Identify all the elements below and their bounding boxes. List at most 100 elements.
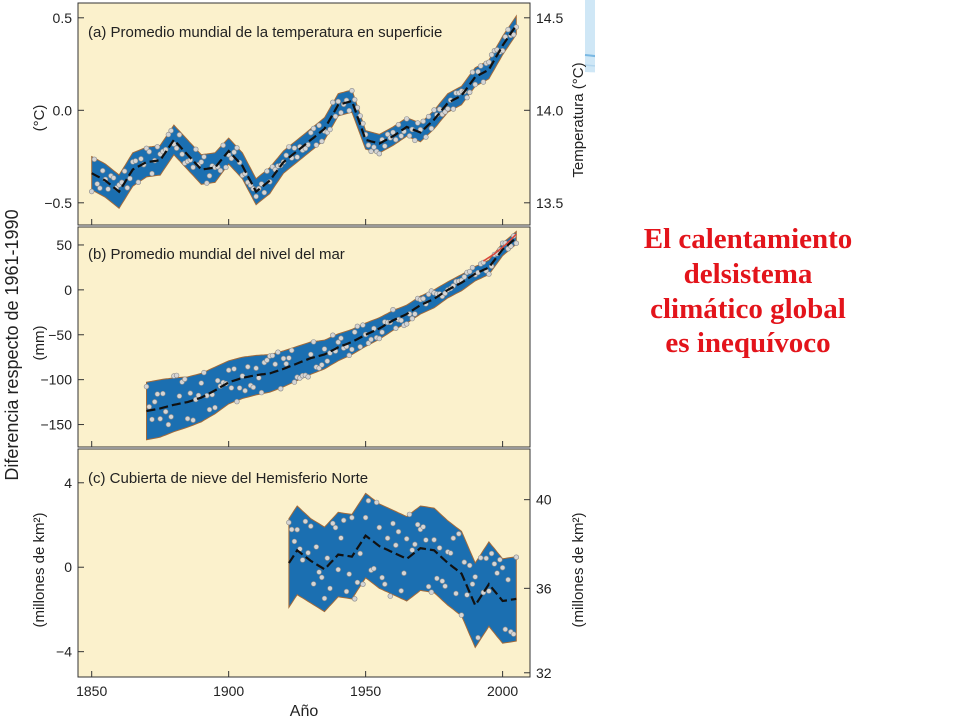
point-temperature — [105, 186, 111, 192]
xtick-label: 2000 — [487, 683, 518, 699]
panel-a-left-unit: (°C) — [31, 105, 48, 132]
point-temperature — [316, 122, 322, 129]
point-snow_cover — [434, 575, 440, 582]
point-snow_cover — [302, 518, 309, 525]
y-axis-label: Diferencia respecto de 1961-1990 — [2, 209, 22, 480]
point-sea_level — [393, 325, 399, 331]
point-snow_cover — [289, 526, 295, 533]
point-sea_level — [321, 346, 328, 352]
point-temperature — [420, 118, 426, 125]
point-sea_level — [272, 361, 278, 367]
point-temperature — [179, 151, 185, 157]
ytick-label-temperature: 0.5 — [53, 10, 73, 26]
point-temperature — [168, 128, 174, 134]
point-temperature — [234, 145, 240, 151]
point-sea_level — [305, 374, 311, 380]
point-sea_level — [245, 364, 251, 370]
point-snow_cover — [467, 562, 473, 569]
point-snow_cover — [453, 590, 459, 597]
point-temperature — [91, 156, 98, 163]
point-snow_cover — [423, 537, 429, 543]
point-sea_level — [212, 404, 218, 411]
point-snow_cover — [352, 596, 358, 602]
point-sea_level — [226, 367, 232, 373]
smoothed-line-snow_cover — [287, 534, 517, 608]
point-temperature — [173, 145, 180, 151]
point-snow_cover — [497, 556, 503, 563]
point-snow_cover — [335, 566, 341, 573]
point-temperature — [261, 189, 267, 196]
point-snow_cover — [401, 570, 407, 576]
point-snow_cover — [425, 583, 432, 590]
point-snow_cover — [406, 511, 413, 518]
point-temperature — [423, 134, 429, 140]
point-snow_cover — [483, 555, 489, 561]
point-temperature — [223, 164, 229, 171]
point-sea_level — [368, 336, 374, 343]
point-sea_level — [163, 409, 169, 415]
panel-c-right-label: (millones de km²) — [570, 512, 587, 627]
point-snow_cover — [398, 588, 404, 594]
point-sea_level — [184, 416, 191, 422]
point-temperature — [327, 126, 333, 133]
point-temperature — [472, 81, 478, 88]
point-snow_cover — [390, 520, 396, 527]
x-axis-label: Año — [290, 703, 319, 720]
point-temperature — [135, 179, 142, 185]
ytick-label-sea_level: 0 — [64, 282, 72, 298]
point-snow_cover — [321, 595, 328, 602]
point-sea_level — [352, 329, 358, 335]
point-sea_level — [231, 366, 237, 372]
point-temperature — [469, 69, 476, 75]
xtick-label: 1950 — [350, 683, 381, 699]
point-temperature — [404, 116, 410, 122]
point-snow_cover — [431, 537, 437, 543]
point-temperature — [467, 89, 473, 96]
point-snow_cover — [371, 565, 377, 572]
point-temperature — [302, 145, 309, 152]
point-snow_cover — [475, 634, 481, 641]
point-temperature — [228, 155, 235, 162]
point-sea_level — [269, 352, 276, 359]
point-temperature — [338, 109, 344, 116]
point-snow_cover — [486, 588, 492, 594]
right-tick-label-snow_cover: 36 — [536, 580, 552, 596]
point-sea_level — [467, 268, 473, 275]
point-temperature — [264, 168, 270, 174]
point-temperature — [428, 125, 435, 132]
point-temperature — [398, 133, 404, 139]
point-sea_level — [404, 321, 410, 327]
point-temperature — [165, 131, 172, 138]
panel-c-left-unit: (millones de km²) — [31, 512, 48, 627]
point-sea_level — [264, 357, 270, 363]
point-sea_level — [256, 375, 262, 381]
point-snow_cover — [313, 544, 319, 550]
point-sea_level — [250, 384, 257, 390]
point-temperature — [206, 173, 213, 179]
point-snow_cover — [464, 592, 470, 598]
point-temperature — [201, 154, 207, 160]
point-snow_cover — [360, 581, 366, 587]
point-temperature — [346, 107, 352, 114]
point-sea_level — [308, 351, 314, 358]
point-temperature — [371, 144, 377, 150]
ytick-label-snow_cover: 4 — [64, 475, 72, 491]
point-sea_level — [215, 377, 221, 384]
ytick-label-snow_cover: 0 — [64, 559, 72, 575]
panel-a-title: (a) Promedio mundial de la temperatura e… — [88, 24, 442, 41]
point-temperature — [330, 99, 336, 106]
point-sea_level — [160, 390, 166, 397]
point-snow_cover — [382, 581, 388, 587]
point-snow_cover — [357, 550, 363, 557]
point-temperature — [88, 188, 95, 195]
point-snow_cover — [478, 555, 484, 561]
point-sea_level — [228, 385, 235, 391]
point-temperature — [450, 106, 456, 112]
point-snow_cover — [513, 554, 519, 560]
point-snow_cover — [491, 561, 498, 567]
point-snow_cover — [450, 535, 456, 541]
point-sea_level — [409, 315, 415, 322]
point-temperature — [294, 154, 300, 160]
point-snow_cover — [436, 545, 443, 551]
point-sea_level — [461, 274, 467, 280]
